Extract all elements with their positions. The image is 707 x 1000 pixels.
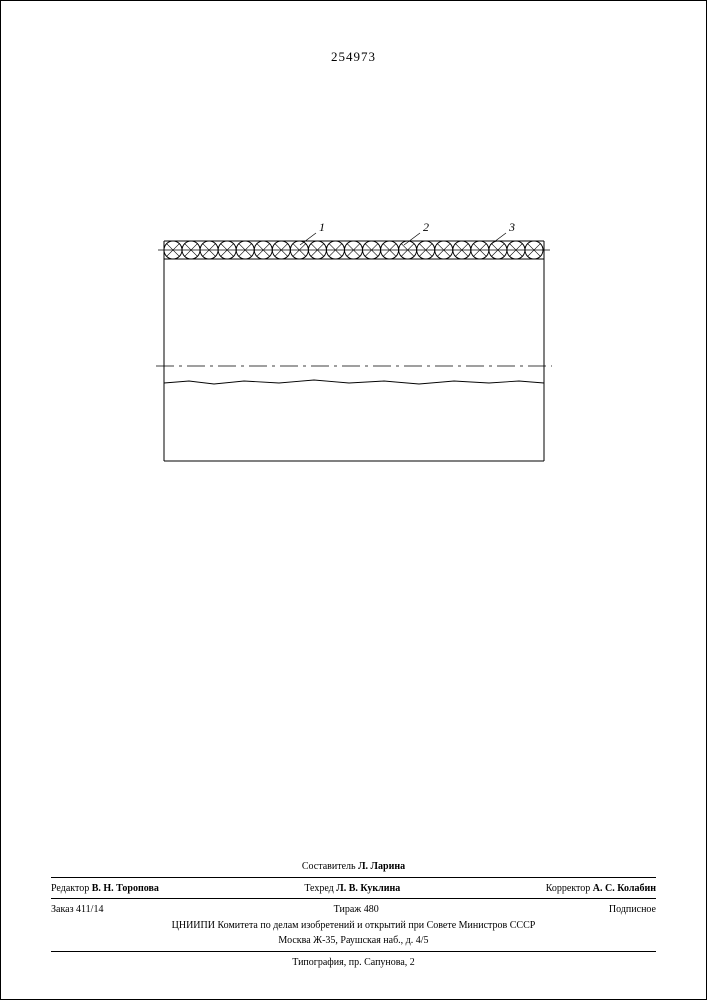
techred-label: Техред xyxy=(304,883,333,894)
org-line-1: ЦНИИПИ Комитета по делам изобретений и о… xyxy=(51,919,656,933)
editor-label: Редактор xyxy=(51,883,89,894)
tirazh-number: 480 xyxy=(364,904,379,915)
tirazh-label: Тираж xyxy=(334,904,362,915)
svg-text:1: 1 xyxy=(319,220,325,234)
typography-line: Типография, пр. Сапунова, 2 xyxy=(51,956,656,970)
editor-name: В. Н. Торопова xyxy=(92,883,159,894)
document-number: 254973 xyxy=(1,49,706,65)
org-line-2: Москва Ж-35, Раушская наб., д. 4/5 xyxy=(51,934,656,948)
order-label: Заказ xyxy=(51,904,74,915)
colophon-footer: Составитель Л. Ларина Редактор В. Н. Тор… xyxy=(51,858,656,969)
order-number: 411/14 xyxy=(76,904,103,915)
technical-figure: 1 2 3 xyxy=(144,211,564,466)
techred-name: Л. В. Куклина xyxy=(336,883,400,894)
corrector-name: А. С. Колабин xyxy=(593,883,656,894)
corrector-label: Корректор xyxy=(546,883,591,894)
compiler-label: Составитель xyxy=(302,861,356,872)
figure-container: 1 2 3 xyxy=(1,211,706,466)
svg-text:2: 2 xyxy=(423,220,429,234)
subscription-mark: Подписное xyxy=(609,903,656,917)
compiler-name: Л. Ларина xyxy=(358,861,405,872)
svg-text:3: 3 xyxy=(508,220,515,234)
